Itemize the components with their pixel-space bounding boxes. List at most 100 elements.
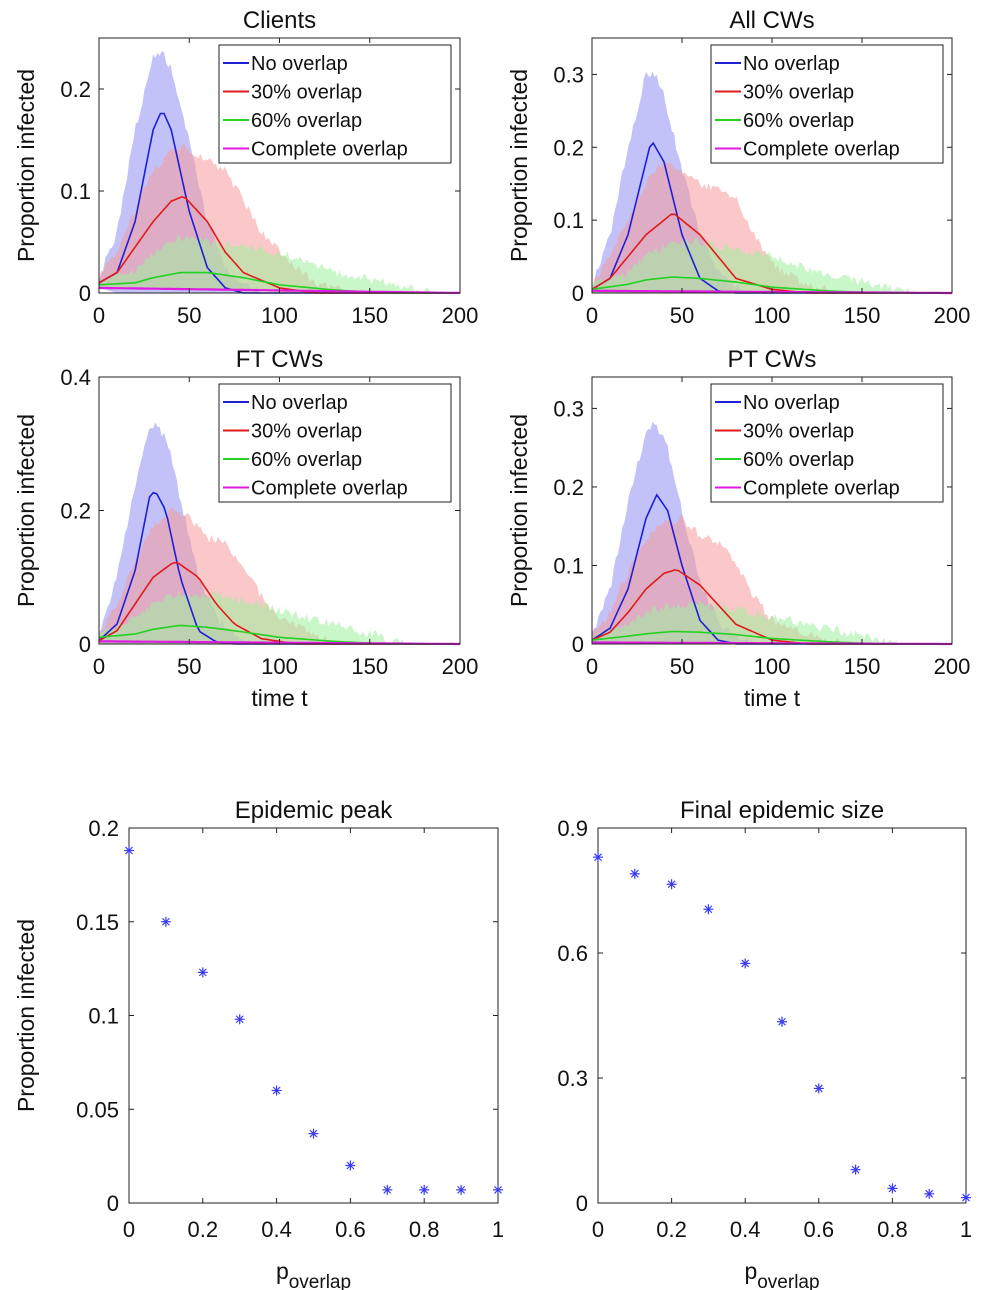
scatter-panel-1: 0 0.2 0.4 0.6 0.8 1 0 0.05 0.1 0.15 0.2 Epidemic pe… (13, 797, 504, 1290)
scatter-panel-2: 0 0.2 0.4 0.6 0.8 1 0 0.3 0.6 0.9 Final epidemic s… (557, 797, 972, 1290)
x-tick-label: 1 (960, 1217, 972, 1242)
x-axis-label-main: p (744, 1258, 757, 1284)
marker-stroke (494, 1185, 502, 1194)
x-axis-label: time t (744, 685, 801, 711)
data-point (740, 958, 751, 969)
x-tick-label: 50 (177, 303, 201, 328)
legend: No overlap 30% overlap 60% overlap Complete… (710, 44, 944, 164)
marker-stroke (346, 1161, 355, 1170)
x-tick-label: 0.4 (730, 1217, 761, 1242)
x-tick-label: 100 (754, 654, 791, 679)
legend-label: 60% overlap (251, 449, 362, 471)
data-point (271, 1085, 282, 1096)
data-point (850, 1164, 861, 1175)
y-tick-label: 0 (576, 1191, 588, 1216)
legend-label: Complete overlap (743, 478, 900, 500)
y-axis-label: Proportion infected (13, 69, 39, 262)
panel-1: 0 50 100 150 200 0 0.1 0.2 Clients Proportion inf… (13, 7, 478, 328)
y-tick-label: 0.3 (553, 62, 584, 87)
band-60-overlap (99, 591, 405, 644)
data-point (629, 868, 640, 879)
marker-stroke (741, 959, 750, 968)
x-tick-label: 100 (754, 303, 791, 328)
data-point (924, 1188, 935, 1199)
y-tick-label: 0.4 (60, 365, 91, 390)
marker-stroke (125, 846, 133, 855)
band-60-overlap (592, 600, 897, 644)
marker-stroke (383, 1185, 392, 1194)
marker-stroke (594, 853, 602, 862)
y-tick-label: 0 (107, 1191, 119, 1216)
x-tick-label: 0 (93, 303, 105, 328)
marker-stroke (888, 1184, 897, 1193)
x-axis-label: time t (251, 685, 308, 711)
y-tick-label: 0.9 (557, 816, 588, 841)
marker-stroke (420, 1185, 429, 1194)
x-tick-label: 150 (844, 303, 881, 328)
x-tick-label: 0.2 (188, 1217, 219, 1242)
marker-stroke (925, 1189, 934, 1198)
x-tick-label: 100 (261, 654, 298, 679)
data-point (887, 1183, 898, 1194)
x-tick-label: 200 (442, 303, 479, 328)
legend-box (710, 383, 944, 503)
x-tick-label: 0 (586, 303, 598, 328)
marker-stroke (962, 1193, 970, 1202)
y-tick-label: 0 (79, 281, 91, 306)
x-axis-label: poverlap (276, 1258, 351, 1290)
legend-label: No overlap (251, 392, 348, 414)
panel-2: 0 50 100 150 200 0 0.1 0.2 0.3 All CWs Proportion … (506, 7, 970, 328)
legend-label: No overlap (743, 392, 840, 414)
x-tick-label: 0 (586, 654, 598, 679)
y-tick-label: 0.1 (553, 553, 584, 578)
panel-title: Epidemic peak (235, 797, 393, 824)
x-tick-label: 0.6 (335, 1217, 366, 1242)
marker-stroke (630, 869, 639, 878)
x-tick-label: 0.8 (877, 1217, 908, 1242)
panel-title: Clients (243, 7, 316, 34)
y-tick-label: 0.3 (557, 1066, 588, 1091)
y-axis-label: Proportion infected (506, 414, 532, 607)
marker-stroke (309, 1129, 318, 1138)
legend-box (218, 44, 452, 164)
legend-label: Complete overlap (251, 139, 408, 161)
marker-stroke (457, 1185, 466, 1194)
x-tick-label: 50 (177, 654, 201, 679)
y-tick-label: 0.1 (553, 208, 584, 233)
y-tick-label: 0.1 (60, 179, 91, 204)
x-axis-label: poverlap (744, 1258, 819, 1290)
x-tick-label: 200 (934, 654, 971, 679)
y-axis-label: Proportion infected (506, 69, 532, 262)
x-axis-label-main: p (276, 1258, 289, 1284)
data-point (419, 1184, 430, 1195)
legend: No overlap 30% overlap 60% overlap Complete… (218, 383, 452, 503)
band-60-overlap (99, 233, 433, 293)
x-tick-label: 0.2 (656, 1217, 687, 1242)
y-axis-label: Proportion infected (13, 414, 39, 607)
legend-label: No overlap (743, 53, 840, 75)
x-tick-label: 50 (670, 654, 694, 679)
data-point (593, 852, 603, 863)
legend-label: 30% overlap (743, 82, 854, 104)
band-60-overlap (592, 237, 916, 293)
marker-stroke (161, 917, 170, 926)
y-tick-label: 0.6 (557, 941, 588, 966)
marker-stroke (851, 1165, 860, 1174)
data-point (345, 1160, 356, 1171)
x-tick-label: 50 (670, 303, 694, 328)
legend-box (218, 383, 452, 503)
x-tick-label: 200 (934, 303, 971, 328)
marker-stroke (704, 905, 713, 914)
data-point (124, 845, 134, 856)
legend-label: 60% overlap (251, 110, 362, 132)
x-tick-label: 0 (592, 1217, 604, 1242)
data-point (160, 916, 171, 927)
legend-label: 30% overlap (251, 82, 362, 104)
data-point (308, 1128, 319, 1139)
legend-box (710, 44, 944, 164)
data-point (493, 1184, 503, 1195)
y-tick-label: 0.2 (553, 475, 584, 500)
x-tick-label: 0 (93, 654, 105, 679)
legend-label: 60% overlap (743, 449, 854, 471)
x-tick-label: 1 (492, 1217, 504, 1242)
